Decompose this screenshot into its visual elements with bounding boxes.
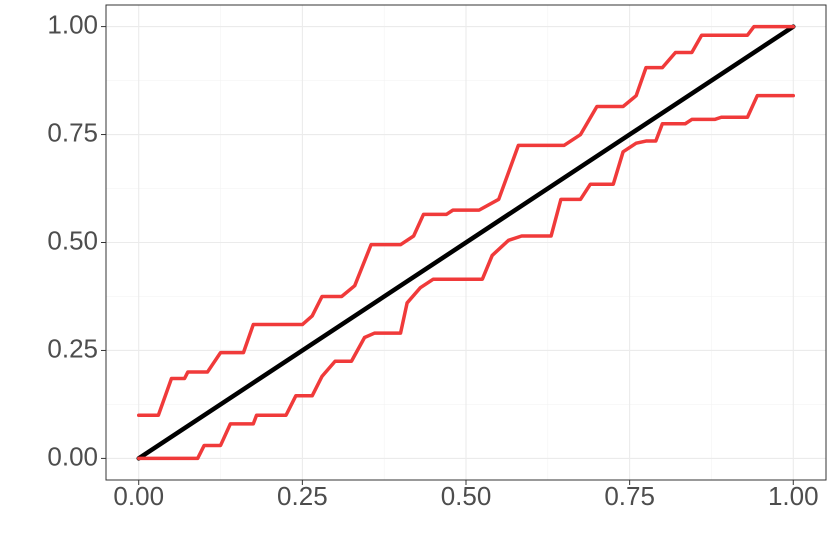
x-tick-label: 0.25 [277,481,328,511]
tick-labels: 0.00 0.25 0.50 0.75 1.00 0.00 0.25 0.50 0.75 1.00 [47,9,818,510]
y-tick-label: 0.25 [47,333,98,363]
x-tick-label: 0.75 [604,481,655,511]
reference-line [136,24,796,461]
y-tick-label: 0.75 [47,117,98,147]
x-tick-label: 1.00 [768,481,819,511]
y-tick-label: 0.50 [47,225,98,255]
x-tick-label: 0.00 [113,481,164,511]
lines [136,24,796,461]
x-tick-label: 0.50 [441,481,492,511]
y-tick-label: 0.00 [47,441,98,471]
band-line [136,24,796,417]
y-tick-label: 1.00 [47,9,98,39]
grid [106,5,826,480]
band-line [136,93,796,461]
